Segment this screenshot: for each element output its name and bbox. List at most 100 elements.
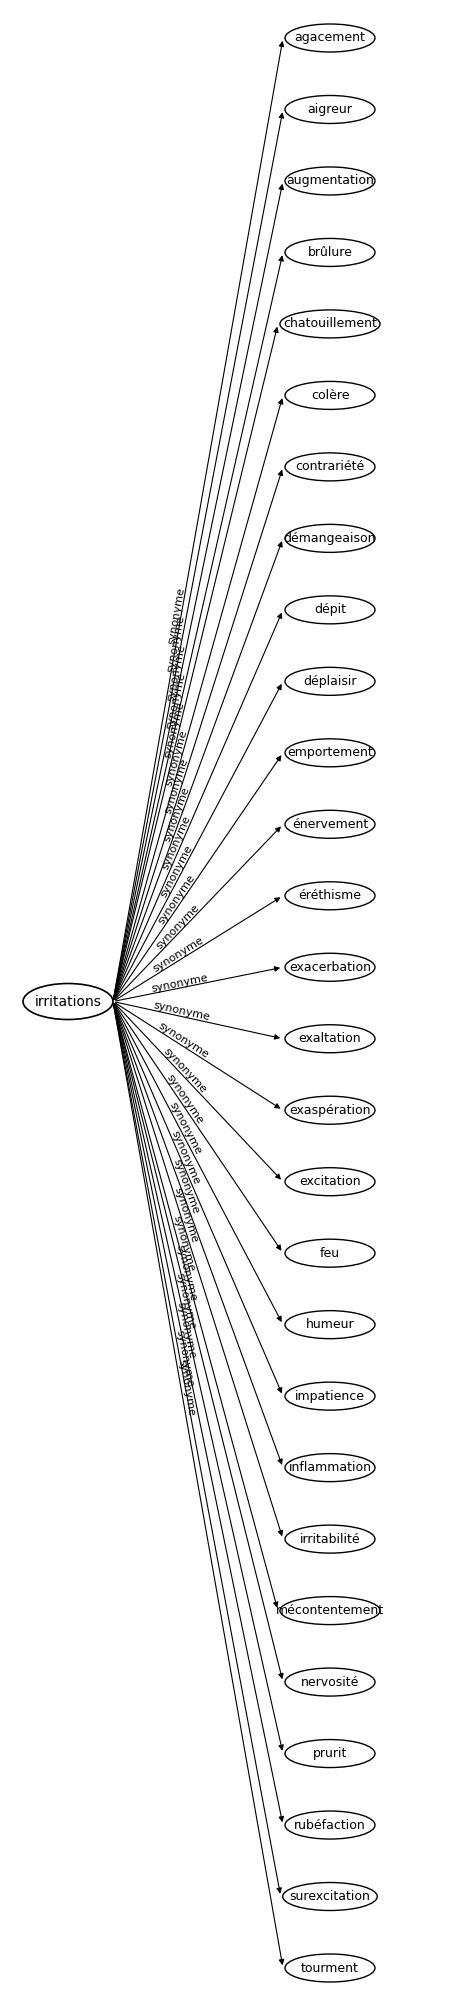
Text: synonyme: synonyme — [171, 1214, 196, 1274]
Text: exaltation: exaltation — [299, 1032, 361, 1046]
Ellipse shape — [285, 1168, 375, 1196]
Text: énervement: énervement — [292, 817, 368, 831]
FancyArrowPatch shape — [114, 256, 283, 999]
Text: synonyme: synonyme — [157, 1022, 211, 1060]
Text: synonyme: synonyme — [175, 1272, 197, 1330]
Text: synonyme: synonyme — [175, 1300, 197, 1360]
Text: augmentation: augmentation — [286, 174, 374, 188]
Text: agacement: agacement — [295, 32, 365, 44]
Ellipse shape — [283, 1883, 377, 1911]
FancyArrowPatch shape — [114, 399, 283, 999]
Text: synonyme: synonyme — [165, 1074, 206, 1126]
Ellipse shape — [285, 1811, 375, 1839]
Text: contrariété: contrariété — [295, 461, 364, 473]
FancyArrowPatch shape — [116, 967, 279, 1002]
Ellipse shape — [285, 1739, 375, 1767]
Text: synonyme: synonyme — [160, 815, 192, 871]
Text: synonyme: synonyme — [163, 757, 190, 815]
Ellipse shape — [285, 1668, 375, 1697]
Ellipse shape — [285, 381, 375, 409]
Text: synonyme: synonyme — [151, 935, 206, 975]
Ellipse shape — [285, 238, 375, 266]
FancyArrowPatch shape — [115, 755, 281, 999]
Text: tourment: tourment — [301, 1961, 359, 1975]
Ellipse shape — [285, 881, 375, 909]
FancyArrowPatch shape — [116, 1004, 280, 1108]
FancyArrowPatch shape — [114, 543, 282, 999]
Text: chatouillement: chatouillement — [283, 316, 377, 330]
Text: synonyme: synonyme — [161, 1046, 208, 1094]
Text: irritabilité: irritabilité — [300, 1532, 360, 1546]
Text: synonyme: synonyme — [154, 903, 201, 951]
Text: synonyme: synonyme — [158, 843, 194, 899]
FancyArrowPatch shape — [114, 328, 278, 999]
Ellipse shape — [285, 667, 375, 695]
FancyArrowPatch shape — [116, 1002, 279, 1040]
Ellipse shape — [285, 24, 375, 52]
Text: exaspération: exaspération — [289, 1104, 371, 1118]
FancyArrowPatch shape — [115, 1004, 280, 1180]
Ellipse shape — [285, 96, 375, 124]
Text: dépit: dépit — [314, 603, 346, 617]
Text: synonyme: synonyme — [164, 729, 189, 787]
Ellipse shape — [285, 525, 375, 553]
Ellipse shape — [285, 1240, 375, 1268]
Text: exacerbation: exacerbation — [289, 961, 371, 973]
Text: nervosité: nervosité — [301, 1677, 359, 1689]
Text: synonyme: synonyme — [163, 701, 186, 759]
Ellipse shape — [285, 595, 375, 623]
FancyArrowPatch shape — [114, 471, 282, 999]
FancyArrowPatch shape — [114, 1004, 281, 1392]
Text: excitation: excitation — [299, 1176, 361, 1188]
Text: synonyme: synonyme — [165, 671, 187, 729]
Text: synonyme: synonyme — [151, 971, 209, 993]
FancyArrowPatch shape — [116, 897, 280, 999]
Text: synonyme: synonyme — [157, 873, 197, 925]
Text: surexcitation: surexcitation — [289, 1891, 370, 1903]
Ellipse shape — [285, 1955, 375, 1983]
FancyArrowPatch shape — [114, 1004, 283, 1821]
Ellipse shape — [285, 1454, 375, 1482]
Text: brûlure: brûlure — [308, 246, 352, 258]
FancyArrowPatch shape — [114, 1004, 281, 1893]
Ellipse shape — [285, 953, 375, 981]
Ellipse shape — [285, 166, 375, 194]
Ellipse shape — [285, 453, 375, 481]
Ellipse shape — [280, 310, 380, 339]
FancyArrowPatch shape — [114, 613, 281, 999]
Text: mécontentement: mécontentement — [276, 1604, 384, 1616]
Text: synonyme: synonyme — [176, 1358, 196, 1416]
FancyArrowPatch shape — [114, 1004, 278, 1606]
FancyArrowPatch shape — [114, 1004, 281, 1322]
FancyArrowPatch shape — [114, 184, 283, 999]
Text: synonyme: synonyme — [165, 643, 187, 701]
FancyArrowPatch shape — [114, 1004, 284, 1965]
Text: synonyme: synonyme — [175, 1330, 195, 1388]
FancyArrowPatch shape — [115, 1004, 281, 1250]
Text: humeur: humeur — [306, 1318, 354, 1332]
Text: rubéfaction: rubéfaction — [294, 1819, 366, 1831]
Text: synonyme: synonyme — [166, 615, 186, 673]
FancyArrowPatch shape — [114, 1004, 282, 1464]
Text: prurit: prurit — [313, 1747, 347, 1761]
Text: synonyme: synonyme — [166, 587, 186, 645]
Text: déplaisir: déplaisir — [303, 675, 357, 687]
Text: feu: feu — [320, 1246, 340, 1260]
FancyArrowPatch shape — [115, 827, 280, 999]
Ellipse shape — [285, 1096, 375, 1124]
Text: démangeaison: démangeaison — [284, 533, 376, 545]
Text: synonyme: synonyme — [153, 999, 212, 1024]
Ellipse shape — [285, 739, 375, 767]
Text: synonyme: synonyme — [168, 1100, 203, 1156]
Ellipse shape — [285, 1382, 375, 1410]
Text: irritations: irritations — [34, 995, 102, 1008]
Text: inflammation: inflammation — [288, 1460, 371, 1474]
FancyArrowPatch shape — [114, 1004, 282, 1534]
Text: impatience: impatience — [295, 1390, 365, 1402]
Text: synonyme: synonyme — [172, 1186, 199, 1244]
Ellipse shape — [285, 1310, 375, 1338]
Text: emportement: emportement — [287, 747, 373, 759]
Text: synonyme: synonyme — [170, 1130, 202, 1186]
FancyArrowPatch shape — [114, 42, 284, 999]
Ellipse shape — [280, 1596, 380, 1624]
